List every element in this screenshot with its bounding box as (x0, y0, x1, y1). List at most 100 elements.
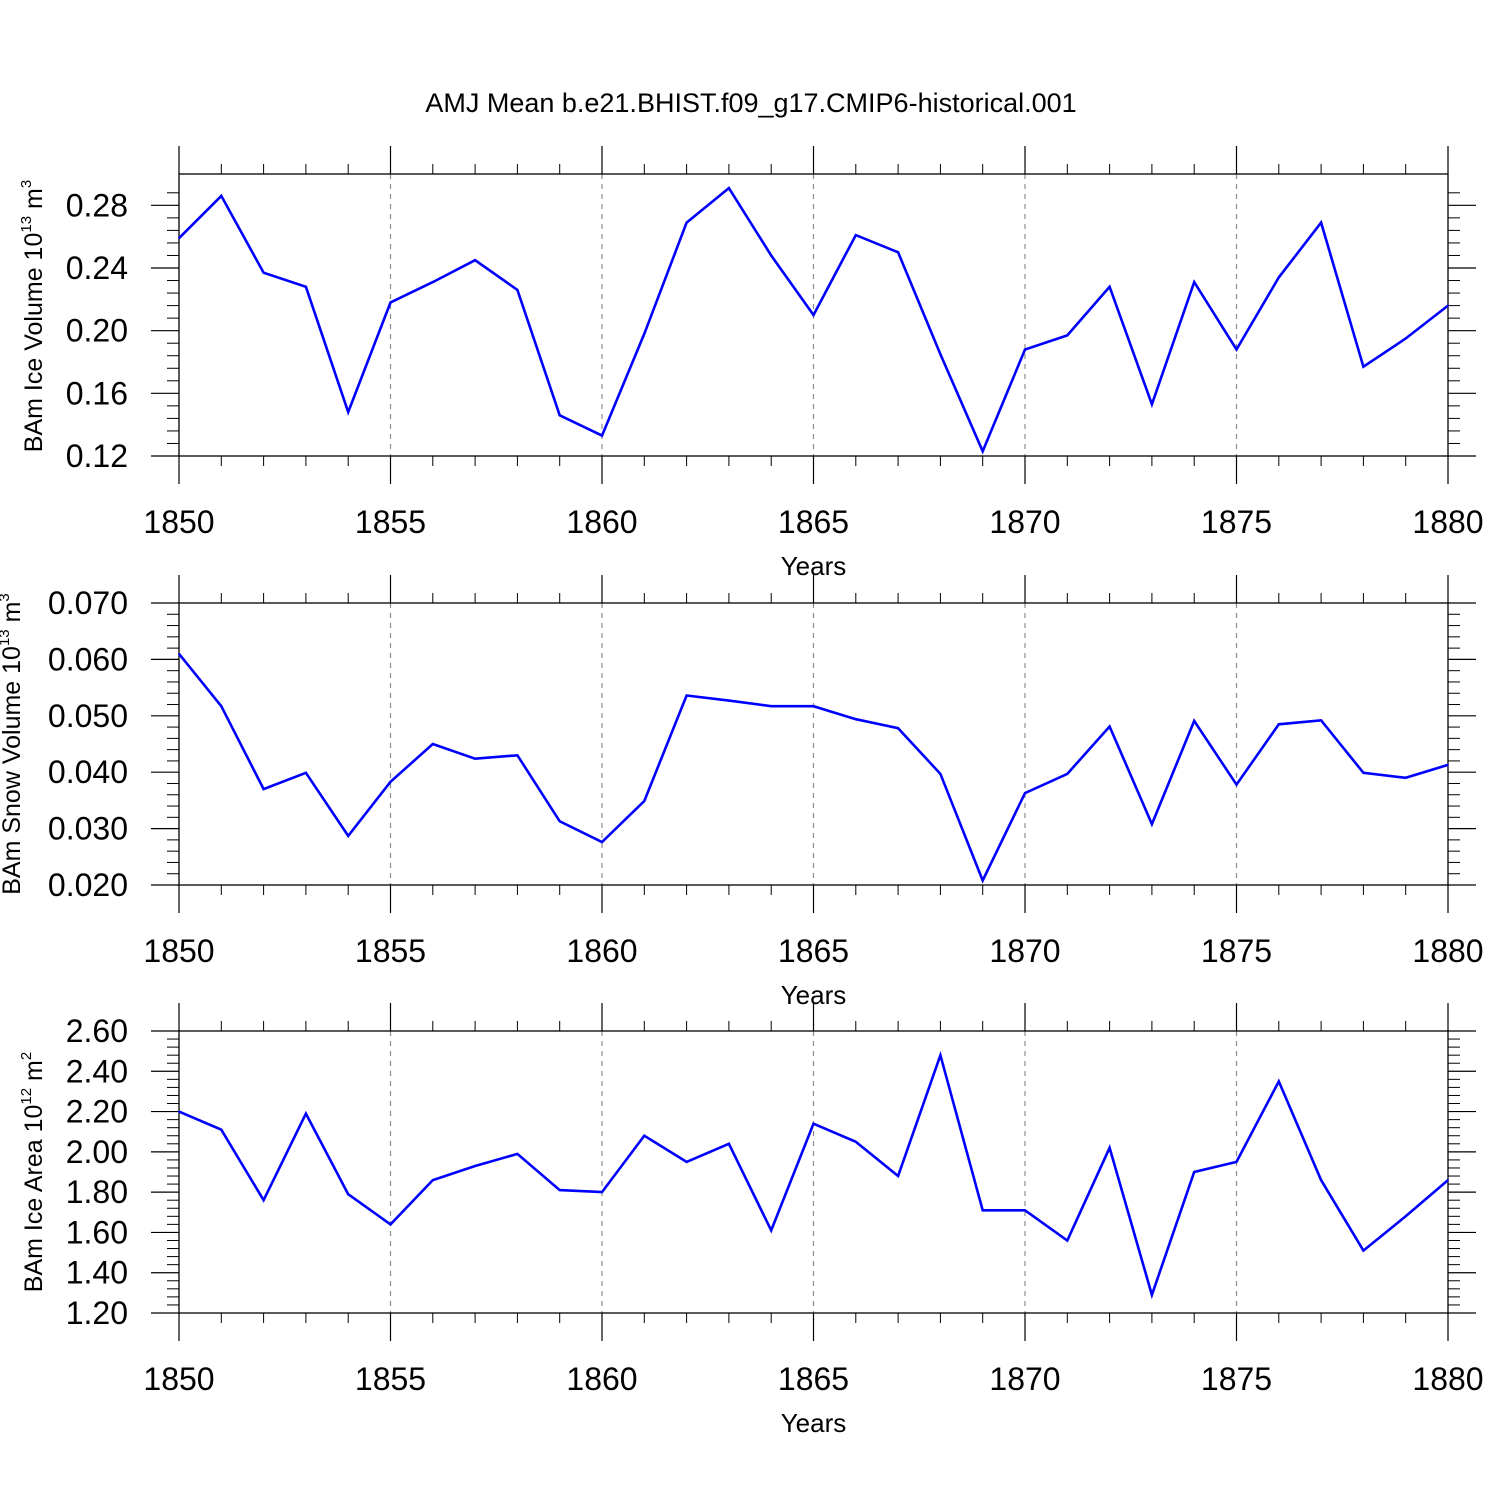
data-point (347, 835, 350, 837)
panel-3: 1850 1855 1860 1865 1870 1875 1880 1.20 1.40 1.60… (18, 1003, 1484, 1438)
data-point (1447, 304, 1449, 307)
data-point (474, 1165, 476, 1167)
y-tick-label: 2.20 (66, 1094, 128, 1130)
x-tick-label: 1860 (566, 504, 637, 540)
x-tick-label: 1865 (778, 504, 849, 540)
data-point (601, 434, 603, 437)
data-point (1278, 723, 1280, 726)
data-point (178, 652, 180, 655)
data-point (474, 757, 476, 760)
data-point (178, 1110, 180, 1113)
data-point (1320, 719, 1322, 722)
plot-frame (178, 1030, 1449, 1314)
y-tick-label: 2.60 (66, 1013, 128, 1049)
data-point (728, 187, 730, 189)
y-tick-label: 2.00 (66, 1134, 128, 1170)
data-point (516, 1153, 519, 1155)
data-point (558, 414, 561, 417)
y-tick-label: 1.80 (66, 1174, 128, 1210)
y-axis-title: BAm Snow Volume 1013 m3 (0, 593, 26, 895)
data-point (685, 694, 688, 697)
data-point (1024, 1209, 1026, 1212)
y-axis-title: BAm Ice Volume 1013 m3 (18, 180, 48, 452)
data-point (1447, 764, 1449, 766)
data-point (474, 259, 476, 261)
data-point (981, 1209, 984, 1212)
panel-1: 1850 1855 1860 1865 1870 1875 1880 0.12 0.16 0.20… (18, 146, 1484, 581)
y-tick-label: 0.16 (66, 375, 128, 411)
data-point (1320, 221, 1322, 224)
data-point (1066, 334, 1069, 337)
y-tick-label: 0.020 (48, 867, 128, 903)
x-tick-label: 1875 (1201, 1361, 1272, 1397)
data-point (897, 251, 899, 254)
data-point (262, 1199, 265, 1201)
data-point (305, 771, 307, 774)
panel-2: 1850 1855 1860 1865 1870 1875 1880 0.020 0.030 0.… (0, 575, 1484, 1010)
data-point (389, 301, 392, 304)
y-tick-label: 0.20 (66, 313, 128, 349)
y-tick-label: 0.040 (48, 754, 128, 790)
data-point (981, 879, 984, 882)
data-point (305, 286, 307, 288)
data-point (601, 841, 603, 843)
y-tick-label: 1.20 (66, 1295, 128, 1331)
panels: 1850 1855 1860 1865 1870 1875 1880 0.12 0.16 0.20… (0, 146, 1484, 1438)
data-point (432, 743, 434, 745)
data-point (939, 353, 942, 355)
data-point (1362, 1249, 1365, 1252)
data-point (220, 705, 223, 708)
y-tick-label: 2.40 (66, 1053, 128, 1089)
y-tick-label: 0.28 (66, 187, 128, 223)
data-point (1235, 783, 1238, 786)
data-point (347, 411, 350, 413)
x-tick-label: 1875 (1201, 933, 1272, 969)
data-point (1235, 348, 1238, 351)
x-tick-label: 1855 (355, 504, 426, 540)
data-point (432, 1179, 434, 1181)
y-axis-title: BAm Ice Area 1012 m2 (18, 1052, 48, 1292)
data-point (516, 289, 519, 291)
x-tick-label: 1850 (143, 933, 214, 969)
data-point (855, 1140, 857, 1143)
data-point (305, 1112, 307, 1115)
data-point (855, 718, 857, 720)
plot-frame (178, 602, 1449, 886)
data-point (558, 1189, 561, 1191)
x-tick-label: 1860 (566, 933, 637, 969)
data-point (1066, 773, 1069, 775)
data-point (1193, 1171, 1195, 1173)
data-point (770, 1229, 772, 1232)
data-point (1151, 403, 1153, 406)
x-tick-label: 1870 (989, 504, 1060, 540)
data-point (389, 1223, 392, 1226)
data-point (1024, 792, 1026, 794)
data-point (685, 221, 688, 224)
data-point (1193, 281, 1195, 283)
data-point (939, 1054, 942, 1056)
data-point (601, 1191, 603, 1193)
x-tick-label: 1870 (989, 1361, 1060, 1397)
y-tick-label: 1.60 (66, 1214, 128, 1250)
data-point (1404, 337, 1407, 340)
data-point (643, 333, 646, 335)
x-tick-label: 1880 (1412, 933, 1483, 969)
data-point (516, 754, 519, 757)
x-tick-label: 1855 (355, 933, 426, 969)
data-point (1362, 365, 1365, 368)
y-tick-label: 1.40 (66, 1255, 128, 1291)
data-point (770, 254, 772, 257)
y-tick-label: 0.12 (66, 438, 128, 474)
data-point (1108, 725, 1111, 728)
data-point (178, 237, 180, 240)
data-point (1362, 771, 1365, 774)
data-point (1404, 777, 1407, 779)
x-axis-title: Years (781, 1408, 847, 1438)
y-tick-label: 0.030 (48, 811, 128, 847)
y-tick-label: 0.070 (48, 585, 128, 621)
data-point (220, 1128, 223, 1131)
data-point (1447, 1179, 1449, 1181)
data-point (812, 314, 815, 316)
data-point (643, 800, 646, 802)
